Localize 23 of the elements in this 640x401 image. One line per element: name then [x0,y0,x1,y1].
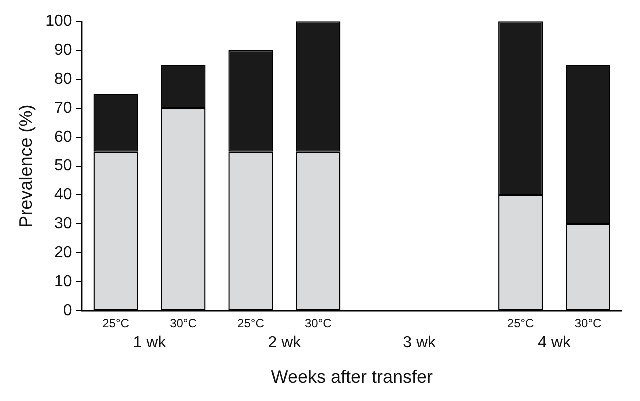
x-tick-label: 30°C [574,316,602,331]
y-tick-label: 100 [46,13,72,30]
y-tick-label: 10 [54,273,72,290]
y-tick-label: 70 [54,100,72,117]
y-tick-label: 0 [63,302,72,320]
x-tick-label: 25°C [238,316,265,331]
y-tick-label: 40 [54,186,72,204]
y-tick-label: 20 [54,244,72,262]
y-tick-label: 30 [54,216,72,233]
y-tick-label: 50 [54,158,72,175]
x-tick-label: 25°C [102,316,130,331]
text: 2 wk [268,334,302,352]
x-axis-title: Weeks after transfer [271,367,434,388]
x-tick-label: 30°C [170,316,198,331]
y-tick-label: 80 [54,70,72,88]
y-tick-label: 60 [54,128,72,146]
y-tick-label: 90 [54,42,72,59]
text: 4 wk [538,334,572,352]
x-tick-label: 30°C [305,316,332,331]
y-axis-title: Prevalence (%) [16,104,36,228]
text: 3 wk [403,334,438,352]
x-tick-label: 25°C [507,316,535,331]
text: 1 wk [133,334,168,352]
